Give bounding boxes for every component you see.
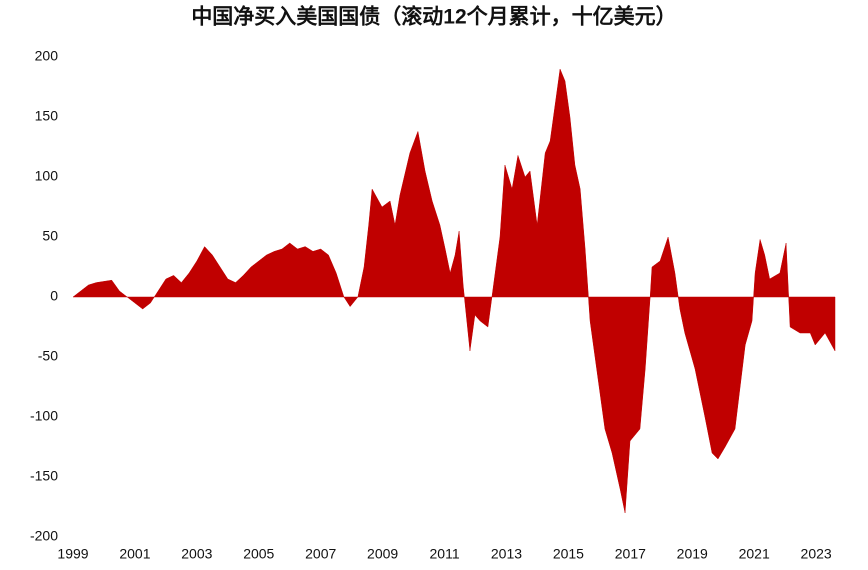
y-tick-label: -150: [30, 468, 58, 484]
x-tick-label: 2005: [243, 546, 274, 562]
y-tick-label: -100: [30, 408, 58, 424]
x-tick-label: 2015: [553, 546, 584, 562]
x-tick-label: 2019: [677, 546, 708, 562]
y-tick-label: 50: [42, 228, 58, 244]
y-tick-label: 150: [35, 108, 59, 124]
area: [72, 68, 836, 514]
x-tick-label: 2017: [615, 546, 646, 562]
x-tick-label: 2011: [430, 546, 460, 562]
x-tick-label: 1999: [57, 546, 88, 562]
y-tick-label: -200: [30, 528, 58, 544]
y-tick-label: 0: [50, 288, 58, 304]
x-tick-label: 2013: [491, 546, 522, 562]
x-tick-label: 2001: [119, 546, 150, 562]
x-tick-label: 2003: [181, 546, 212, 562]
x-tick-label: 2009: [367, 546, 398, 562]
x-tick-label: 2007: [305, 546, 336, 562]
y-tick-label: 100: [35, 168, 59, 184]
y-tick-label: -50: [38, 348, 58, 364]
y-tick-label: 200: [35, 48, 59, 64]
chart-title: 中国净买入美国国债（滚动12个月累计，十亿美元）: [191, 5, 676, 29]
x-tick-label: 2021: [739, 546, 770, 562]
x-tick-label: 2023: [801, 546, 832, 562]
